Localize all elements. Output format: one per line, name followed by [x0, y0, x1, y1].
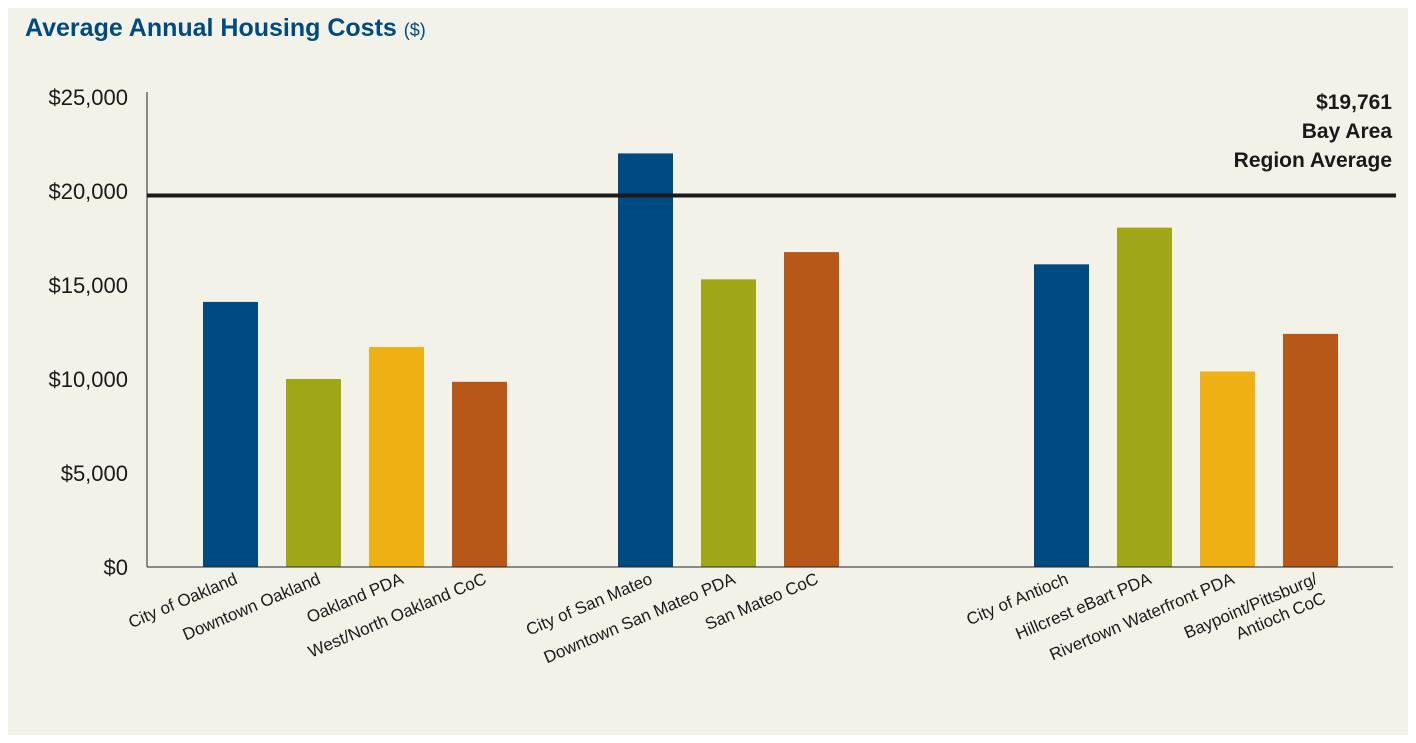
chart-title-unit: ($) [403, 20, 426, 40]
region-average-label: $19,761 Bay Area Region Average [1234, 91, 1393, 172]
reference-line-layer: $19,761 Bay Area Region Average [147, 91, 1396, 198]
bar [286, 379, 341, 567]
bars-layer [203, 153, 1338, 567]
y-tick-label: $0 [104, 555, 128, 580]
axes-layer: $0 $5,000 $10,000 $15,000 $20,000 $25,000 [48, 85, 1393, 580]
bar [618, 153, 673, 567]
bar [784, 252, 839, 567]
bar [1034, 264, 1089, 567]
region-average-label-line: Bay Area [1302, 120, 1393, 143]
bar [1117, 227, 1172, 567]
y-tick-label: $15,000 [48, 273, 128, 298]
bar [1283, 333, 1338, 567]
region-average-label-line: Region Average [1234, 149, 1392, 172]
y-tick-label: $25,000 [48, 85, 128, 110]
y-tick-label: $20,000 [48, 179, 128, 204]
chart-title-text: Average Annual Housing Costs [25, 14, 397, 42]
bar [452, 381, 507, 567]
bar [701, 279, 756, 567]
region-average-label-line: $19,761 [1316, 91, 1392, 114]
bar [1200, 371, 1255, 567]
category-label: Downtown Oakland [180, 569, 323, 644]
chart-title: Average Annual Housing Costs ($) [25, 14, 426, 43]
y-tick-label: $5,000 [61, 461, 128, 486]
bar [203, 301, 258, 567]
y-tick-label: $10,000 [48, 367, 128, 392]
category-label-line: Downtown Oakland [180, 569, 323, 644]
bar [369, 347, 424, 567]
